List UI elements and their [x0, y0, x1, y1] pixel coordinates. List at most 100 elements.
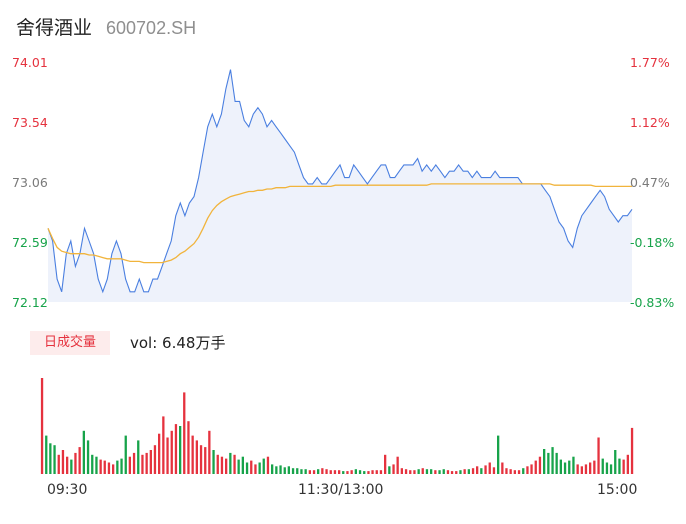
- x-tick-label: 11:30/13:00: [298, 482, 384, 498]
- stock-code: 600702.SH: [106, 18, 197, 38]
- volume-bar: [170, 430, 173, 474]
- volume-bar: [534, 460, 537, 474]
- volume-bar: [438, 470, 441, 474]
- volume-bar: [530, 464, 533, 474]
- volume-bar: [262, 458, 265, 474]
- volume-bar: [476, 466, 479, 474]
- volume-bar: [208, 430, 211, 474]
- volume-bar: [551, 447, 554, 474]
- volume-bar: [338, 470, 341, 474]
- y-tick-label: 73.06: [12, 175, 48, 190]
- volume-bar: [392, 464, 395, 474]
- volume-bar: [124, 435, 127, 474]
- volume-bar: [605, 462, 609, 474]
- volume-bar: [70, 459, 73, 474]
- volume-bar: [141, 454, 144, 474]
- volume-bar: [179, 426, 182, 474]
- volume-bar: [137, 440, 140, 474]
- volume-bar: [597, 437, 600, 474]
- volume-bar: [379, 470, 383, 474]
- volume-bar: [329, 470, 332, 474]
- volume-tab[interactable]: 日成交量: [30, 331, 110, 355]
- pct-tick-label: -0.18%: [630, 235, 675, 250]
- volume-bar: [325, 469, 328, 474]
- volume-bar: [501, 462, 504, 474]
- volume-bar: [40, 378, 44, 474]
- volume-bar: [417, 469, 420, 474]
- volume-bar: [271, 464, 274, 474]
- volume-bar: [434, 470, 437, 474]
- volume-bar: [225, 458, 228, 474]
- volume-bar: [384, 454, 387, 474]
- volume-bar: [153, 445, 157, 474]
- volume-bar: [74, 452, 77, 474]
- volume-bar: [300, 469, 303, 474]
- volume-bar: [149, 450, 152, 474]
- volume-bar: [245, 462, 249, 474]
- volume-bar: [120, 458, 123, 474]
- volume-bar: [237, 459, 240, 474]
- volume-bar: [233, 454, 236, 474]
- volume-bar: [425, 469, 429, 474]
- pct-tick-label: 0.47%: [630, 175, 670, 190]
- volume-bar: [526, 466, 529, 474]
- volume-bar: [321, 468, 324, 474]
- volume-bar: [296, 468, 299, 474]
- title-row: 舍得酒业 600702.SH: [16, 13, 196, 41]
- volume-bar: [199, 445, 203, 474]
- volume-bar: [291, 468, 295, 474]
- volume-bar: [66, 456, 69, 474]
- volume-bar: [480, 468, 483, 474]
- volume-bar: [584, 464, 588, 474]
- volume-bar: [497, 435, 500, 474]
- volume-bar: [275, 466, 278, 474]
- volume-bar: [145, 452, 148, 474]
- volume-bar: [358, 470, 362, 474]
- volume-bar: [522, 468, 525, 474]
- volume-bar: [187, 421, 190, 474]
- volume-bar: [45, 435, 48, 474]
- volume-bar: [128, 456, 131, 474]
- volume-bar: [283, 467, 286, 474]
- volume-bar: [555, 452, 558, 474]
- volume-bar: [195, 440, 198, 474]
- volume-bar: [576, 464, 579, 474]
- volume-bar: [400, 468, 403, 474]
- volume-bar: [266, 456, 270, 474]
- volume-bar: [563, 462, 567, 474]
- volume-bar: [61, 450, 65, 474]
- volume-bar: [346, 471, 349, 474]
- volume-bar: [467, 469, 470, 474]
- volume-bar: [49, 443, 52, 474]
- volume-bar: [488, 462, 491, 474]
- volume-bar: [622, 459, 625, 474]
- volume-bar: [82, 430, 85, 474]
- volume-bar: [229, 452, 232, 474]
- volume-bar: [459, 470, 462, 474]
- volume-bar: [91, 454, 94, 474]
- volume-bar: [53, 445, 56, 474]
- pct-tick-label: 1.12%: [630, 115, 670, 130]
- volume-readout: vol: 6.48万手: [130, 334, 226, 352]
- volume-bar: [388, 466, 391, 474]
- volume-bar: [505, 468, 508, 474]
- volume-bar: [204, 447, 207, 474]
- volume-bar: [626, 454, 629, 474]
- volume-bar: [547, 452, 550, 474]
- volume-bar: [463, 469, 466, 474]
- volume-bar: [112, 464, 115, 474]
- volume-bar: [99, 459, 102, 474]
- volume-bar: [517, 470, 521, 474]
- volume-bar: [409, 470, 412, 474]
- stock-name: 舍得酒业: [16, 17, 93, 39]
- average-line: [47, 183, 632, 264]
- volume-bar: [367, 471, 370, 474]
- volume-bar: [614, 450, 617, 474]
- volume-bar: [132, 452, 136, 474]
- volume-bar: [559, 459, 562, 474]
- volume-bar: [250, 460, 253, 474]
- volume-bar: [116, 460, 119, 474]
- volume-bar: [618, 458, 621, 474]
- volume-bar: [216, 454, 219, 474]
